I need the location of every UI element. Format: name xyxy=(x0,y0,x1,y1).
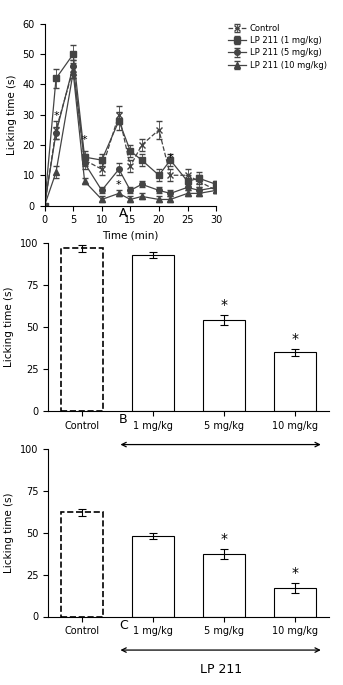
Y-axis label: Licking time (s): Licking time (s) xyxy=(4,287,14,367)
Text: LP 211: LP 211 xyxy=(200,458,242,471)
Bar xyxy=(132,536,175,617)
Bar xyxy=(132,255,175,411)
X-axis label: Time (min): Time (min) xyxy=(102,231,158,241)
Text: *: * xyxy=(292,566,299,580)
Text: A: A xyxy=(119,207,128,220)
Text: *: * xyxy=(82,135,87,145)
Bar xyxy=(203,321,246,411)
Y-axis label: Licking time (s): Licking time (s) xyxy=(4,493,14,573)
Text: *: * xyxy=(53,111,59,121)
Bar xyxy=(274,588,317,616)
Bar xyxy=(203,554,246,616)
Bar xyxy=(61,248,104,411)
Text: *: * xyxy=(221,532,228,546)
Legend: Control, LP 211 (1 mg/kg), LP 211 (5 mg/kg), LP 211 (10 mg/kg): Control, LP 211 (1 mg/kg), LP 211 (5 mg/… xyxy=(225,21,330,73)
Bar xyxy=(274,352,317,411)
Text: LP 211: LP 211 xyxy=(200,664,242,677)
Text: C: C xyxy=(119,619,128,632)
Text: B: B xyxy=(119,413,128,426)
Bar xyxy=(61,512,104,616)
Y-axis label: Licking time (s): Licking time (s) xyxy=(7,75,17,155)
Text: *: * xyxy=(292,332,299,345)
Text: *: * xyxy=(221,298,228,312)
Text: *: * xyxy=(116,180,122,190)
Text: *: * xyxy=(167,153,173,163)
